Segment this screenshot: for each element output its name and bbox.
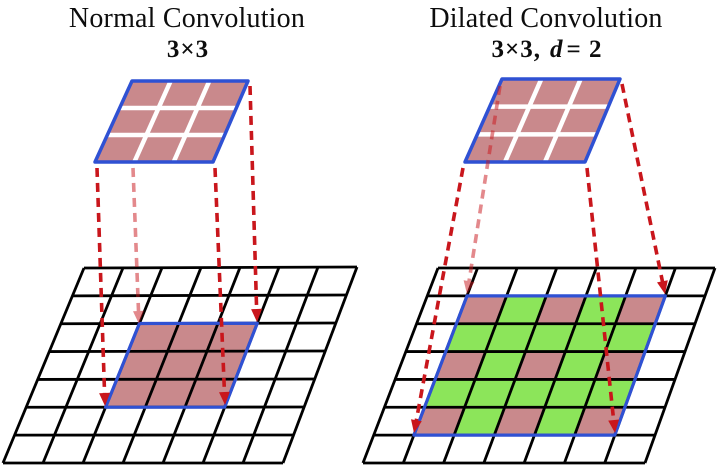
grid-line: [83, 265, 358, 270]
grid-line: [643, 267, 717, 464]
mapping-arrow: [411, 167, 465, 433]
receptive-field-cell: [424, 379, 476, 408]
receptive-field-cell: [128, 323, 179, 352]
normal-convolution-panel: [1, 79, 359, 465]
right-subtitle-dilation-var: d: [550, 36, 564, 63]
right-panel-title: Dilated Convolution: [429, 3, 663, 34]
arrow-head: [463, 280, 475, 294]
receptive-field-cell: [167, 323, 218, 352]
receptive-field-border: [103, 321, 259, 409]
arrow-dashed-line: [413, 167, 465, 425]
arrow-dashed-line: [620, 83, 665, 286]
arrow-dashed-line: [95, 167, 107, 397]
left-panel-subtitle: 3×3: [166, 36, 210, 63]
kernel-fill: [465, 79, 620, 162]
normal-convolution-input-grid: [1, 265, 359, 465]
receptive-field-cell: [485, 323, 536, 352]
mapping-arrow: [585, 167, 620, 433]
kernel-fill: [95, 81, 248, 162]
receptive-field-cell: [435, 351, 486, 380]
arrow-dashed-line: [585, 167, 616, 425]
arrow-dashed-line: [131, 167, 141, 315]
kernel-divider: [171, 80, 212, 163]
arrow-head: [133, 310, 144, 324]
grid-line: [161, 266, 242, 464]
grid-line: [1, 267, 86, 464]
grid-line: [49, 349, 326, 353]
arrow-head: [608, 419, 620, 433]
dilated-convolution-input-grid: [361, 266, 717, 465]
normal-convolution-arrows: [95, 85, 263, 406]
kernel-divider: [132, 80, 173, 163]
receptive-field-cell: [445, 323, 497, 352]
dilated-convolution-panel: [361, 77, 717, 465]
receptive-field-cell: [555, 351, 606, 380]
grid-line: [241, 266, 320, 464]
arrow-head: [219, 391, 230, 405]
receptive-field-cell: [534, 407, 585, 436]
receptive-field-cell: [413, 407, 465, 436]
receptive-field-cell: [156, 351, 207, 380]
mapping-arrow: [213, 167, 230, 405]
dilated-convolution-kernel: [463, 77, 622, 164]
arrow-head: [657, 280, 668, 294]
receptive-field-cell: [504, 379, 556, 408]
receptive-field-cell: [525, 323, 576, 352]
arrow-head: [411, 419, 422, 433]
arrow-head: [99, 392, 111, 406]
receptive-field-cell: [196, 351, 247, 380]
grid-line: [522, 267, 598, 464]
grid-line: [482, 267, 559, 464]
receptive-field-cell: [116, 351, 168, 380]
arrow-dashed-line: [213, 167, 227, 396]
grid-line: [41, 267, 125, 464]
right-subtitle-kernel-size: 3×3,: [491, 36, 541, 63]
arrow-dashed-line: [466, 85, 502, 286]
normal-convolution-kernel: [93, 79, 250, 164]
receptive-field-cell: [105, 379, 157, 408]
receptive-field-cell: [544, 379, 595, 408]
kernel-divider: [502, 78, 544, 163]
grid-line: [563, 267, 638, 464]
receptive-field-cell: [565, 323, 616, 352]
mapping-arrow: [620, 83, 668, 294]
receptive-field-cell: [494, 407, 545, 436]
receptive-field-cell: [475, 351, 526, 380]
arrow-dashed-line: [248, 85, 259, 313]
grid-line: [361, 267, 440, 464]
receptive-field-cell: [496, 295, 547, 324]
grid-line: [121, 267, 203, 464]
receptive-field-cell: [605, 323, 656, 352]
receptive-field-cell: [535, 295, 586, 324]
dilated-convolution-arrows: [411, 83, 668, 433]
mapping-arrow: [248, 85, 263, 322]
right-subtitle-dilation-value: = 2: [566, 36, 603, 63]
grid-line: [281, 266, 359, 464]
kernel-border: [463, 77, 622, 164]
mapping-arrow: [463, 85, 502, 294]
arrow-head: [251, 308, 263, 322]
receptive-field-cell: [464, 379, 516, 408]
receptive-field-cell: [595, 351, 646, 380]
mapping-arrow: [95, 167, 111, 406]
mapping-arrow: [131, 167, 144, 324]
receptive-field-cell: [145, 379, 196, 408]
grid-line: [442, 267, 519, 464]
kernel-border: [93, 79, 250, 164]
left-panel-title: Normal Convolution: [68, 3, 306, 34]
receptive-field-cell: [454, 407, 505, 436]
right-panel-subtitle: 3×3, d = 2: [492, 36, 603, 64]
receptive-field-cell: [207, 323, 258, 352]
receptive-field-cell: [615, 295, 666, 324]
receptive-field-cell: [515, 351, 566, 380]
kernel-divider: [542, 78, 583, 163]
receptive-field-cell: [456, 295, 507, 324]
grid-line: [72, 293, 347, 298]
